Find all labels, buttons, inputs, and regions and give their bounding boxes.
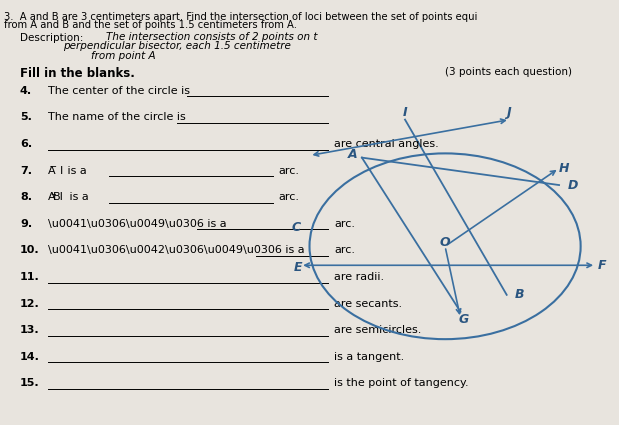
Text: 10.: 10. bbox=[20, 245, 40, 255]
Text: Description:: Description: bbox=[20, 33, 83, 43]
Text: arc.: arc. bbox=[334, 219, 355, 229]
Text: are central angles.: are central angles. bbox=[334, 139, 439, 149]
Text: F: F bbox=[598, 259, 607, 272]
Text: are semicircles.: are semicircles. bbox=[334, 325, 422, 335]
Text: 14.: 14. bbox=[20, 352, 40, 362]
Text: is a: is a bbox=[64, 166, 87, 176]
Text: is a: is a bbox=[66, 192, 89, 202]
Text: Fill in the blanks.: Fill in the blanks. bbox=[20, 67, 135, 80]
Text: arc.: arc. bbox=[279, 192, 300, 202]
Text: 5.: 5. bbox=[20, 113, 32, 122]
Text: 15.: 15. bbox=[20, 378, 40, 388]
Text: G: G bbox=[459, 313, 469, 326]
Text: 4.: 4. bbox=[20, 86, 32, 96]
Text: (3 points each question): (3 points each question) bbox=[445, 67, 572, 77]
Text: The center of the circle is: The center of the circle is bbox=[48, 86, 189, 96]
Text: H: H bbox=[559, 162, 569, 175]
Text: from point A: from point A bbox=[91, 51, 155, 61]
Text: B: B bbox=[514, 288, 524, 301]
Text: is a tangent.: is a tangent. bbox=[334, 352, 404, 362]
Text: perpendicular bisector, each 1.5 centimetre: perpendicular bisector, each 1.5 centime… bbox=[63, 42, 291, 51]
Text: A: A bbox=[348, 148, 357, 161]
Text: \u0041\u0306\u0042\u0306\u0049\u0306 is a: \u0041\u0306\u0042\u0306\u0049\u0306 is … bbox=[48, 245, 304, 255]
Text: 8.: 8. bbox=[20, 192, 32, 202]
Text: E: E bbox=[294, 261, 303, 274]
Text: are radii.: are radii. bbox=[334, 272, 384, 282]
Text: J: J bbox=[506, 105, 510, 119]
Text: are secants.: are secants. bbox=[334, 299, 402, 309]
Text: The intersection consists of 2 points on t: The intersection consists of 2 points on… bbox=[106, 32, 318, 42]
Text: A: A bbox=[48, 166, 55, 176]
Text: 9.: 9. bbox=[20, 219, 32, 229]
Text: 12.: 12. bbox=[20, 299, 40, 309]
Text: from A and B and the set of points 1.5 centimeters from A.: from A and B and the set of points 1.5 c… bbox=[4, 20, 298, 31]
Text: A: A bbox=[48, 192, 55, 202]
Text: The name of the circle is: The name of the circle is bbox=[48, 113, 185, 122]
Text: 3.  A and B are 3 centimeters apart. Find the intersection of loci between the s: 3. A and B are 3 centimeters apart. Find… bbox=[4, 12, 478, 22]
Text: \u0041\u0306\u0049\u0306 is a: \u0041\u0306\u0049\u0306 is a bbox=[48, 219, 226, 229]
Text: I: I bbox=[60, 166, 63, 176]
Text: is the point of tangency.: is the point of tangency. bbox=[334, 378, 469, 388]
Text: D: D bbox=[568, 178, 578, 192]
Text: 6.: 6. bbox=[20, 139, 32, 149]
Text: C: C bbox=[292, 221, 300, 234]
Text: 13.: 13. bbox=[20, 325, 40, 335]
Text: 11.: 11. bbox=[20, 272, 40, 282]
Text: arc.: arc. bbox=[279, 166, 300, 176]
Text: arc.: arc. bbox=[334, 245, 355, 255]
Text: O: O bbox=[439, 235, 451, 249]
Text: I: I bbox=[403, 105, 407, 119]
Text: BI: BI bbox=[53, 192, 63, 202]
Text: 7.: 7. bbox=[20, 166, 32, 176]
